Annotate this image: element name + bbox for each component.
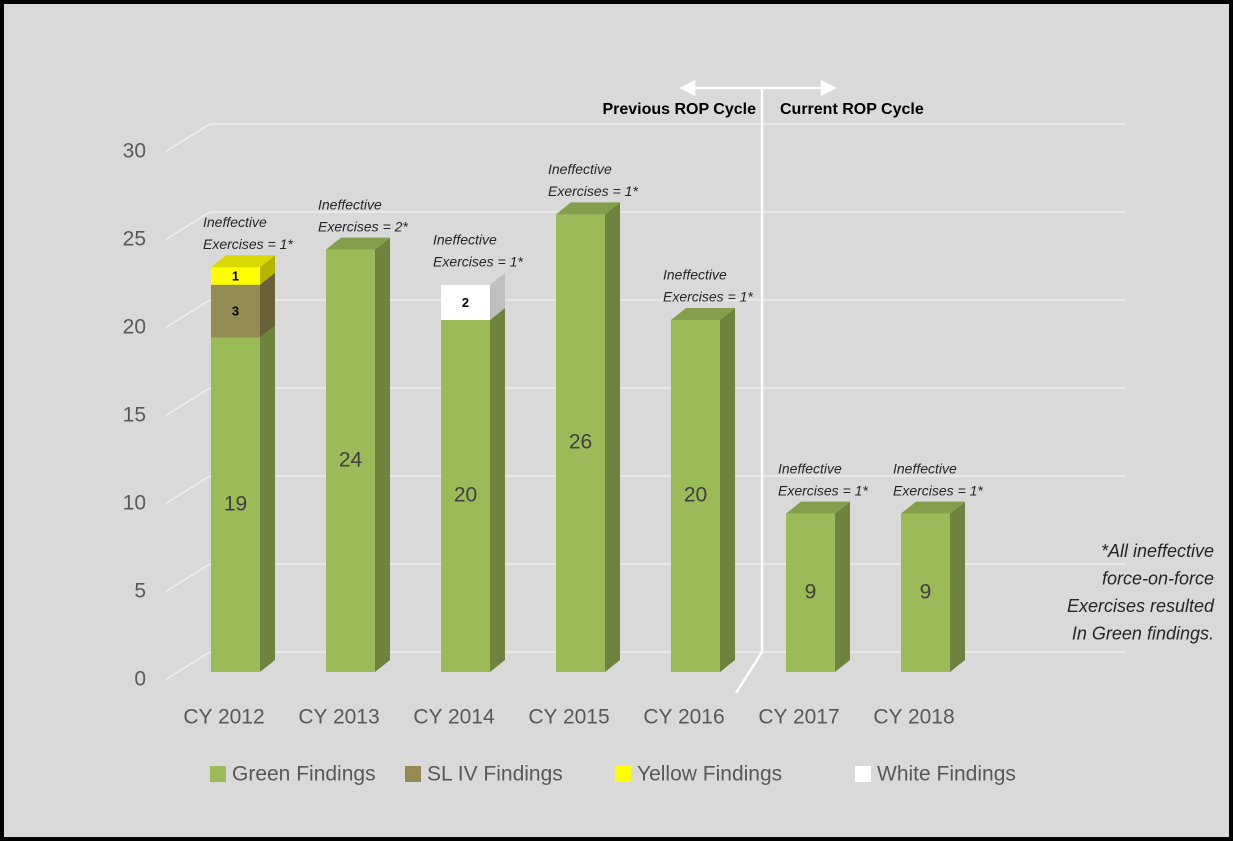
bar-front (326, 249, 375, 672)
grid-line (164, 299, 1125, 329)
bar-note: Exercises = 1* (548, 183, 638, 199)
y-tick-label: 15 (123, 404, 146, 427)
bar-note: Exercises = 1* (778, 482, 868, 498)
data-label: 1 (232, 268, 239, 283)
bar-front (556, 214, 605, 672)
bar-note: Exercises = 1* (663, 289, 753, 305)
bar-note: Exercises = 1* (203, 236, 293, 252)
bar-front (671, 320, 720, 672)
bar-front (441, 284, 490, 320)
bar-side (260, 325, 275, 672)
bar-note: Ineffective (778, 460, 842, 476)
legend-swatch (210, 766, 226, 782)
y-tick-label: 25 (123, 228, 146, 251)
legend-swatch (405, 766, 421, 782)
grid-line (164, 387, 1125, 417)
legend-label: Green Findings (232, 763, 376, 786)
bar-front (211, 284, 260, 338)
bar-side (720, 308, 735, 672)
grid-line (164, 475, 1125, 505)
footnote: force-on-force (1102, 568, 1214, 588)
bar-side (260, 255, 275, 285)
data-label: 3 (232, 304, 239, 319)
bar-note: Exercises = 1* (893, 482, 983, 498)
bar-segment (441, 272, 505, 320)
bar-segment (211, 255, 275, 285)
bar-top (901, 501, 965, 514)
x-tick-label: CY 2016 (643, 706, 724, 729)
cycle-label: Current ROP Cycle (780, 101, 924, 118)
legend-label: SL IV Findings (427, 763, 563, 786)
y-tick-label: 5 (134, 580, 146, 603)
bar-segment (901, 501, 965, 672)
bar-note: Ineffective (548, 161, 612, 177)
x-tick-label: CY 2018 (873, 706, 954, 729)
footnote: Exercises resulted (1067, 596, 1215, 616)
bar-segment (556, 202, 620, 672)
data-label: 19 (224, 492, 247, 515)
bar-side (490, 308, 505, 672)
bar-side (375, 237, 390, 672)
x-tick-label: CY 2012 (183, 706, 264, 729)
bar-note: Ineffective (433, 232, 497, 248)
bar-side (605, 202, 620, 672)
bar-front (211, 267, 260, 285)
bar-side (260, 272, 275, 338)
x-tick-label: CY 2017 (758, 706, 839, 729)
bar-top (671, 308, 735, 320)
bar-segment (671, 308, 735, 672)
data-label: 9 (920, 580, 932, 603)
bar-top (441, 272, 505, 285)
bar-side (490, 272, 505, 320)
x-tick-label: CY 2015 (528, 706, 609, 729)
bar-segment (786, 501, 850, 672)
grid-line (164, 211, 1125, 241)
bar-top (786, 501, 850, 514)
cycle-label: Previous ROP Cycle (602, 101, 756, 118)
x-tick-label: CY 2014 (413, 706, 495, 729)
y-tick-label: 10 (123, 492, 146, 515)
bar-segment (326, 237, 390, 672)
grid-line (164, 123, 1125, 153)
data-label: 24 (339, 448, 363, 471)
data-label: 2 (462, 295, 469, 310)
data-label: 20 (684, 484, 707, 507)
bar-side (950, 501, 965, 672)
bar-top (211, 255, 275, 268)
bar-front (901, 513, 950, 672)
bar-note: Ineffective (203, 214, 267, 230)
data-label: 9 (805, 580, 817, 603)
bar-note: Exercises = 2* (318, 218, 408, 234)
bar-top (556, 202, 620, 215)
legend-label: White Findings (877, 763, 1016, 786)
bar-note: Ineffective (893, 460, 957, 476)
legend-swatch (855, 766, 871, 782)
bar-front (786, 513, 835, 672)
y-tick-label: 0 (134, 668, 146, 691)
bar-side (835, 501, 850, 672)
legend-label: Yellow Findings (637, 763, 782, 786)
rop-divider (679, 79, 837, 694)
bar-front (441, 320, 490, 672)
bar-note: Ineffective (663, 267, 727, 283)
data-label: 20 (454, 484, 477, 507)
y-tick-label: 20 (123, 316, 146, 339)
footnote: *All ineffective (1101, 541, 1214, 561)
bar-note: Exercises = 1* (433, 254, 523, 270)
bar-top (326, 237, 390, 250)
y-tick-label: 30 (123, 140, 146, 163)
footnote: In Green findings. (1072, 623, 1214, 643)
x-tick-label: CY 2013 (298, 706, 379, 729)
legend-swatch (615, 766, 631, 782)
data-label: 26 (569, 431, 592, 454)
bar-note: Ineffective (318, 196, 382, 212)
bar-front (211, 337, 260, 672)
